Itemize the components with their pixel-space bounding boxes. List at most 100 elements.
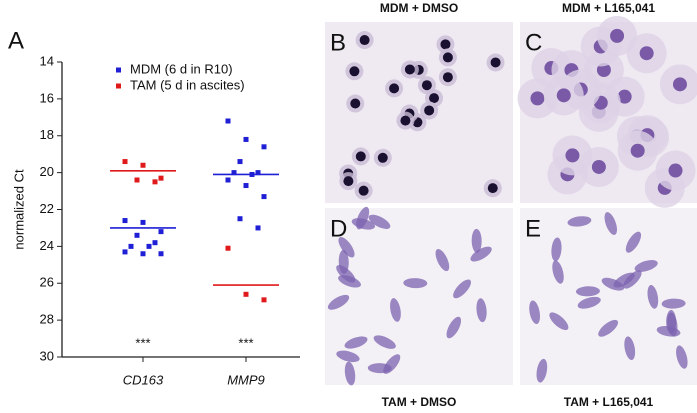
- y-tick-label: 18: [40, 127, 54, 142]
- point: [140, 251, 146, 257]
- point: [255, 170, 261, 176]
- panel-letter: A: [8, 27, 24, 54]
- caption: MDM + DMSO: [380, 1, 458, 15]
- legend-label: MDM (6 d in R10): [130, 61, 233, 76]
- cell: [656, 326, 681, 337]
- panel-letter: E: [525, 215, 541, 242]
- caption: TAM + DMSO: [382, 395, 457, 409]
- nucleus: [404, 64, 415, 75]
- micrograph: [520, 208, 697, 385]
- point: [158, 229, 164, 235]
- point: [158, 251, 164, 257]
- point: [225, 118, 231, 124]
- cell: [435, 249, 450, 272]
- point: [261, 144, 267, 150]
- y-tick-label: 28: [40, 312, 54, 327]
- legend-swatch: [116, 67, 121, 73]
- point: [134, 232, 140, 238]
- cell: [470, 246, 492, 262]
- cell: [604, 212, 618, 235]
- nucleus: [610, 28, 625, 43]
- cell: [575, 286, 600, 297]
- cell: [403, 278, 428, 289]
- point: [146, 243, 152, 249]
- x-tick-label: MMP9: [227, 372, 265, 387]
- cell: [373, 335, 396, 349]
- nucleus: [358, 185, 369, 196]
- cell: [613, 272, 635, 288]
- y-tick-label: 20: [40, 164, 54, 179]
- nucleus: [672, 77, 687, 92]
- point: [225, 245, 231, 251]
- nucleus: [556, 88, 571, 103]
- point: [237, 216, 243, 222]
- point: [134, 177, 140, 183]
- cell: [368, 214, 391, 229]
- nucleus: [359, 35, 370, 46]
- x-tick-label: CD163: [123, 372, 164, 387]
- nucleus: [349, 66, 360, 77]
- point: [140, 219, 146, 225]
- point: [128, 243, 134, 249]
- cell: [446, 316, 462, 339]
- nucleus: [355, 151, 366, 162]
- point: [152, 179, 158, 185]
- cell: [338, 275, 361, 288]
- nucleus: [487, 183, 498, 194]
- point: [122, 218, 128, 224]
- point: [122, 159, 128, 165]
- point: [237, 159, 243, 165]
- nucleus: [630, 143, 645, 158]
- legend-label: TAM (5 d in ascites): [130, 77, 245, 92]
- point: [261, 194, 267, 200]
- point: [140, 162, 146, 168]
- cell: [624, 336, 636, 361]
- cell: [356, 206, 370, 230]
- cell: [529, 300, 541, 325]
- cell: [676, 345, 688, 369]
- nucleus: [591, 159, 606, 174]
- cell: [536, 358, 548, 383]
- nucleus: [639, 46, 654, 61]
- nucleus: [429, 93, 440, 104]
- cell: [567, 216, 592, 227]
- nucleus: [440, 39, 451, 50]
- nucleus: [565, 148, 580, 163]
- cell: [577, 296, 601, 309]
- point: [158, 175, 164, 181]
- point: [261, 297, 267, 303]
- cell: [336, 350, 360, 363]
- annotation: ***: [135, 336, 150, 351]
- panel-letter: D: [330, 215, 347, 242]
- point: [225, 177, 231, 183]
- nucleus: [530, 91, 545, 106]
- cell: [634, 260, 658, 272]
- caption: MDM + L165,041: [562, 1, 655, 15]
- panel-letter: B: [330, 29, 346, 56]
- nucleus: [350, 98, 361, 109]
- nucleus: [424, 105, 435, 116]
- cell: [549, 312, 569, 331]
- cell: [647, 285, 659, 309]
- nucleus: [389, 83, 400, 94]
- cell: [551, 237, 562, 262]
- nucleus: [343, 176, 354, 187]
- nucleus: [442, 52, 453, 63]
- y-tick-label: 30: [40, 348, 54, 363]
- cell: [338, 237, 355, 258]
- point: [231, 170, 237, 176]
- cell: [661, 298, 686, 309]
- annotation: ***: [238, 336, 253, 351]
- cell: [344, 336, 368, 349]
- y-axis-label: normalized Ct: [11, 169, 26, 250]
- cell: [390, 298, 401, 322]
- y-tick-label: 22: [40, 201, 54, 216]
- point: [122, 249, 128, 255]
- cell: [598, 319, 619, 337]
- caption: TAM + L165,041: [564, 395, 654, 409]
- cell: [471, 228, 482, 253]
- nucleus: [490, 57, 501, 68]
- cell: [625, 231, 642, 253]
- point: [243, 136, 249, 142]
